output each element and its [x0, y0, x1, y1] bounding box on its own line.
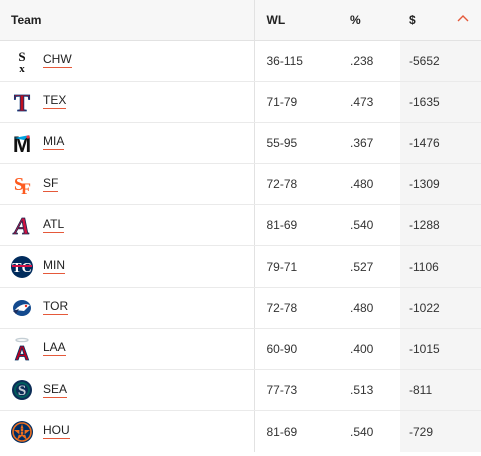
team-cell: M MIA	[0, 122, 255, 165]
wl-cell: 81-69	[266, 424, 298, 439]
column-header-pct[interactable]: %	[340, 0, 400, 41]
braves-logo-icon: A	[10, 213, 34, 237]
svg-text:TC: TC	[12, 261, 31, 276]
astros-logo-icon: H	[10, 420, 34, 444]
svg-text:H: H	[18, 427, 25, 437]
team-cell: T TEX	[0, 81, 255, 123]
amount-cell: -5652	[400, 40, 481, 82]
pct-cell: .540	[340, 204, 400, 247]
team-cell: S SEA	[0, 369, 255, 412]
team-link[interactable]: LAA	[43, 340, 66, 357]
team-cell: A ATL	[0, 204, 255, 247]
svg-text:A: A	[12, 214, 30, 237]
table-row: H HOU 81-69 .540 -729	[0, 410, 481, 452]
svg-text:x: x	[19, 63, 25, 73]
team-cell: TOR	[0, 287, 255, 329]
team-link[interactable]: ATL	[43, 216, 65, 233]
pct-cell: .400	[340, 328, 400, 371]
rangers-logo-icon: T	[10, 90, 34, 114]
team-link[interactable]: TEX	[43, 93, 67, 110]
table-row: A LAA 60-90.400 -1015	[0, 328, 481, 371]
table-row: S SEA 77-73.513 -811	[0, 369, 481, 412]
pct-cell: .367	[340, 122, 400, 165]
pct-cell: .540	[350, 424, 374, 439]
pct-cell: .480	[340, 287, 400, 329]
team-cell: TC MIN	[0, 245, 255, 288]
table-row: TOR 72-78.480 -1022	[0, 287, 481, 329]
column-header-amount-label: $	[409, 12, 416, 27]
team-link[interactable]: MIA	[43, 134, 65, 151]
wl-cell: 71-79	[254, 81, 340, 123]
angels-logo-icon: A	[10, 337, 34, 361]
amount-cell: -1015	[400, 328, 481, 371]
amount-cell: -1635	[400, 81, 481, 123]
svg-text:S: S	[14, 174, 24, 194]
pct-cell: .473	[340, 81, 400, 123]
team-link[interactable]: HOU	[43, 423, 70, 440]
mariners-logo-icon: S	[10, 378, 34, 402]
pct-cell: .527	[340, 245, 400, 288]
pct-cell: .238	[340, 40, 400, 82]
amount-cell: -811	[400, 369, 481, 412]
amount-cell: -1309	[400, 163, 481, 206]
column-header-wl[interactable]: WL	[254, 0, 340, 41]
column-header-team[interactable]: Team	[0, 0, 255, 41]
team-link[interactable]: TOR	[43, 299, 69, 316]
wl-cell: 81-69	[254, 204, 340, 247]
svg-text:S: S	[18, 49, 25, 64]
twins-logo-icon: TC	[10, 255, 34, 279]
wl-cell: 36-115	[254, 40, 340, 82]
pct-cell: .513	[340, 369, 400, 412]
amount-cell: -729	[400, 410, 481, 452]
table-row: S F SF 72-78.480 -1309	[0, 163, 481, 206]
amount-cell: -1288	[400, 204, 481, 247]
svg-text:T: T	[14, 91, 30, 114]
pct-cell: .480	[340, 163, 400, 206]
amount-cell: -1476	[400, 122, 481, 165]
team-cell: A LAA	[0, 328, 255, 371]
marlins-logo-icon: M	[10, 131, 34, 155]
svg-text:F: F	[21, 181, 31, 196]
wl-cell: 77-73	[254, 369, 340, 412]
wl-cell: 60-90	[254, 328, 340, 371]
table-row: TC MIN 79-71.527 -1106	[0, 245, 481, 288]
wl-cell: 72-78	[254, 287, 340, 329]
amount-cell: -1106	[400, 245, 481, 288]
table-header-row: Team WL % $	[0, 0, 481, 41]
wl-cell: 72-78	[254, 163, 340, 206]
team-cell: S F SF	[0, 163, 255, 206]
table-row: A ATL 81-69.540 -1288	[0, 204, 481, 247]
team-link[interactable]: SEA	[43, 381, 68, 398]
team-link[interactable]: MIN	[43, 258, 65, 275]
team-link[interactable]: CHW	[43, 52, 72, 69]
team-cell: H HOU	[0, 410, 255, 452]
wl-cell: 55-95	[254, 122, 340, 165]
table-row: T TEX 71-79.473 -1635	[0, 81, 481, 123]
table-row: M MIA 55-95.367 -1476	[0, 122, 481, 165]
svg-text:A: A	[15, 343, 29, 361]
column-header-amount[interactable]: $	[400, 0, 481, 41]
wl-cell: 79-71	[254, 245, 340, 288]
svg-text:S: S	[18, 383, 26, 399]
sort-ascending-icon[interactable]	[457, 14, 469, 22]
blue-jays-logo-icon	[10, 296, 34, 320]
amount-cell: -1022	[400, 287, 481, 329]
team-link[interactable]: SF	[43, 175, 59, 192]
